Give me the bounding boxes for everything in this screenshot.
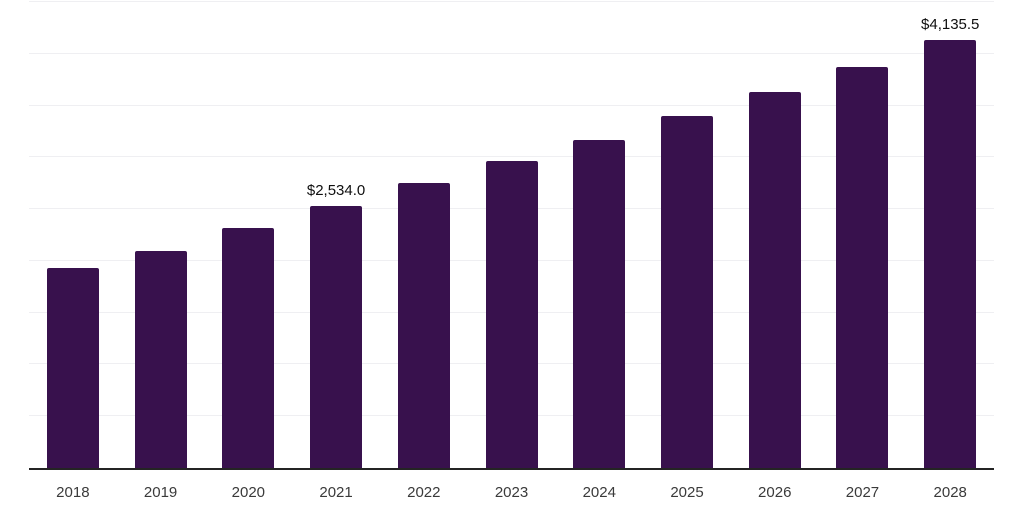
x-axis-label-2022: 2022 bbox=[407, 484, 441, 501]
x-axis-label-2018: 2018 bbox=[56, 484, 90, 501]
bar-2027 bbox=[836, 67, 889, 468]
data-label-2028: $4,135.5 bbox=[921, 15, 980, 33]
gridline bbox=[29, 156, 994, 158]
gridline bbox=[29, 1, 994, 2]
x-axis-label-2020: 2020 bbox=[231, 484, 266, 501]
x-axis-label-2026: 2026 bbox=[758, 484, 792, 501]
bar-slot bbox=[555, 2, 643, 468]
data-label-2021: $2,534.0 bbox=[306, 181, 366, 199]
bar-slot bbox=[731, 2, 819, 468]
x-axis-label-2028: 2028 bbox=[933, 484, 967, 501]
bar-slot bbox=[819, 2, 907, 468]
bar-slot: $4,135.5 bbox=[906, 2, 994, 468]
gridline bbox=[29, 104, 994, 106]
bar-2023 bbox=[485, 161, 538, 468]
bar-2022 bbox=[397, 183, 450, 468]
bar-2026 bbox=[748, 92, 801, 468]
x-axis-label-2025: 2025 bbox=[670, 484, 704, 501]
bar-2018 bbox=[46, 268, 99, 468]
x-axis-label-2019: 2019 bbox=[143, 484, 178, 501]
plot-area: $2,534.0 $4,135.5 bbox=[29, 1, 994, 470]
bar-slot bbox=[468, 2, 556, 468]
x-axis-label-2027: 2027 bbox=[845, 484, 880, 501]
bar-2019 bbox=[134, 250, 187, 468]
bar-2020 bbox=[222, 227, 275, 468]
bar-2028 bbox=[924, 39, 977, 468]
bar-slot bbox=[643, 2, 731, 468]
bars-container: $2,534.0 $4,135.5 bbox=[29, 2, 994, 468]
bar-slot bbox=[204, 2, 292, 468]
bar-slot bbox=[29, 2, 117, 468]
bar-slot bbox=[380, 2, 468, 468]
bar-2025 bbox=[661, 115, 713, 468]
bar-2024 bbox=[573, 139, 626, 468]
bar-slot: $2,534.0 bbox=[292, 2, 380, 468]
x-axis-label-2023: 2023 bbox=[494, 484, 529, 501]
x-axis: 2018 2019 2020 2021 2022 2023 2024 2025 2026 2027… bbox=[29, 484, 994, 501]
x-axis-label-2024: 2024 bbox=[582, 484, 616, 501]
bar-slot bbox=[117, 2, 205, 468]
bar-2021 bbox=[310, 205, 363, 468]
gridline bbox=[29, 52, 994, 54]
x-axis-label-2021: 2021 bbox=[319, 484, 353, 501]
